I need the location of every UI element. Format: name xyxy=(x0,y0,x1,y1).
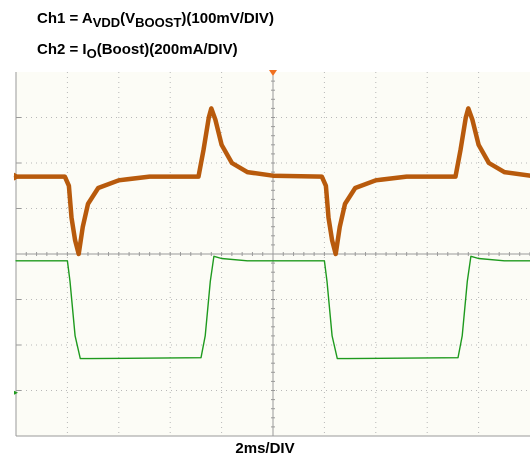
ch2-trace xyxy=(15,255,530,360)
ch1-label: Ch1 = AVDD(VBOOST)(100mV/DIV) xyxy=(37,10,274,30)
ch1-label-mid: (V xyxy=(120,10,136,27)
ch2-label: Ch2 = IO(Boost)(200mA/DIV) xyxy=(37,41,238,61)
ch2-label-suffix: (Boost)(200mA/DIV) xyxy=(96,41,238,58)
ch2-ground-marker xyxy=(14,390,18,395)
timebase-label: 2ms/DIV xyxy=(235,440,295,457)
ch2-label-prefix: Ch2 = I xyxy=(37,41,87,58)
ch1-label-suffix: )(100mV/DIV) xyxy=(181,10,274,27)
ch1-label-sub1: VDD xyxy=(92,15,121,30)
trigger-position-marker xyxy=(269,70,277,76)
scope-grid xyxy=(15,71,530,437)
ch1-ground-marker xyxy=(14,172,21,181)
scope-traces xyxy=(13,106,530,360)
ch1-label-sub2: BOOST xyxy=(135,15,182,30)
ch2-label-sub: O xyxy=(86,46,97,61)
scope-markers xyxy=(14,70,277,395)
ch1-trace xyxy=(13,106,530,257)
ch1-label-prefix: Ch1 = A xyxy=(37,10,93,27)
